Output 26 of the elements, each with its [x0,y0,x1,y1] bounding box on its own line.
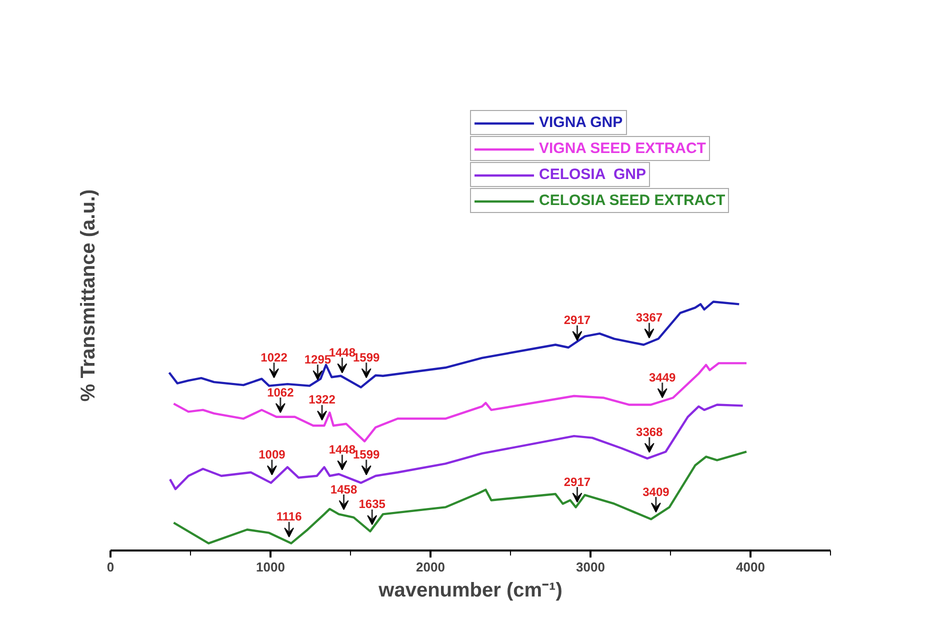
annotation: 1295 [304,352,332,366]
annotation: 3367 [636,310,663,325]
x-tick-label: 4000 [736,560,765,574]
annotation: 1458 [330,482,358,496]
annotation: 3368 [636,425,664,440]
annotation: 3449 [648,370,676,384]
annotation: 1448 [328,442,356,456]
annotation: 1062 [267,385,294,400]
annotation: 1635 [358,497,386,512]
x-tick-label: 0 [106,560,114,574]
x-tick-label: 3000 [576,560,605,574]
annotation: 1116 [276,510,302,524]
annotation: 1022 [260,350,288,364]
legend-label: VIGNA GNP [539,114,623,131]
y-axis-title: % Transmittance (a.u.) [78,189,100,402]
legend-label: CELOSIA GNP [539,166,646,183]
annotation: 3409 [642,484,670,499]
x-tick-label: 2000 [416,560,445,574]
annotation: 2917 [564,313,591,328]
x-axis-title: wavenumber (cm⁻¹) [378,580,562,602]
annotation: 2917 [564,474,591,489]
legend-label: VIGNA SEED EXTRACT [539,140,706,157]
annotation: 1009 [258,447,286,462]
annotation: 1322 [308,392,336,407]
x-tick-label: 1000 [256,560,285,574]
legend-label: CELOSIA SEED EXTRACT [539,192,726,209]
